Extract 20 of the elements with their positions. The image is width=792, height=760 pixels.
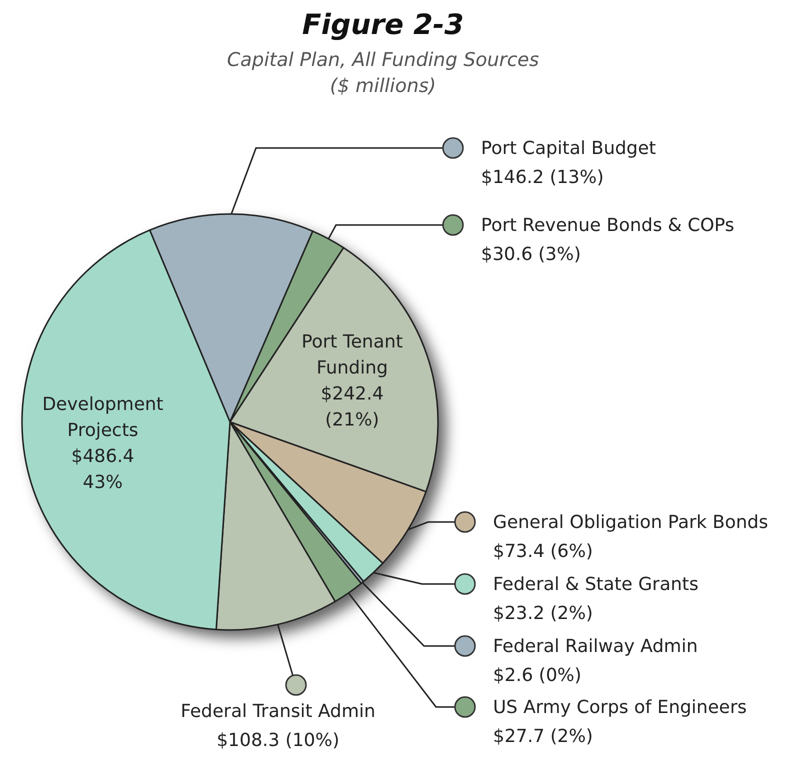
data-label: $486.4 43% xyxy=(71,446,134,494)
data-label: $30.6 (3%) xyxy=(481,244,581,265)
data-label: $73.4 (6%) xyxy=(493,541,593,562)
slice-label: Port Tenant Funding xyxy=(302,332,403,379)
legend-label: Port Revenue Bonds & COPs xyxy=(481,215,734,236)
slice-label: Federal Transit Admin xyxy=(180,701,376,722)
chart-title: Figure 2-3 xyxy=(302,8,464,41)
data-label: $242.4 (21%) xyxy=(320,384,384,431)
legend-label: Port Capital Budget xyxy=(481,138,656,159)
chart-subtitle: Capital Plan, All Funding Sources ($ millions) xyxy=(226,49,540,97)
data-label: $2.6 (0%) xyxy=(493,665,582,686)
data-label: $27.7 (2%) xyxy=(493,726,593,747)
data-label: $146.2 (13%) xyxy=(481,167,604,188)
slice-label: Development Projects xyxy=(42,394,164,442)
legend-label: Federal & State Grants xyxy=(493,574,698,595)
legend-label: General Obligation Park Bonds xyxy=(493,512,768,533)
data-label: $23.2 (2%) xyxy=(493,603,593,624)
data-label: $108.3 (10%) xyxy=(216,730,340,751)
legend-label: Federal Railway Admin xyxy=(493,636,698,657)
legend-label: US Army Corps of Engineers xyxy=(493,697,747,718)
